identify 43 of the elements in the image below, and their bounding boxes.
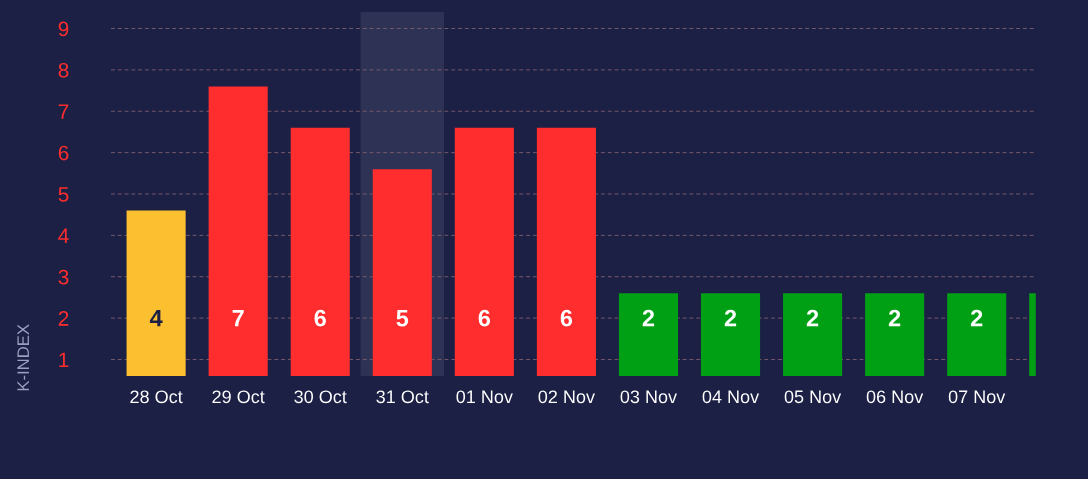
data-label: 2 [970,309,983,327]
x-tick-label: 07 Nov [948,390,1006,404]
data-label: 7 [232,310,244,327]
data-label: 5 [396,310,409,327]
y-tick-label: 3 [58,269,69,285]
y-tick-label: 4 [58,228,69,243]
x-tick-label: 01 Nov [456,390,513,404]
x-tick-label: 03 Nov [620,390,677,404]
x-tick-label: 02 Nov [538,390,595,404]
data-label: 6 [314,309,326,327]
bar [700,293,761,377]
x-tick-label: 31 Oct [376,390,429,404]
y-tick-label: 8 [58,62,69,78]
y-tick-label: 1 [59,352,69,368]
x-tick-label: 04 Nov [702,390,760,404]
bar [208,86,268,377]
bar [618,293,678,377]
x-tick-label: 05 Nov [784,390,842,404]
bar [536,127,596,377]
y-tick-label: 7 [58,104,69,119]
y-tick-label: 2 [58,311,69,326]
bar [372,169,432,377]
bar [947,293,1007,377]
data-label: 2 [806,309,819,327]
y-tick-label: 6 [58,145,69,161]
x-tick-label: 06 Nov [866,390,924,404]
bar [865,293,925,377]
data-label: 2 [724,309,737,327]
bar [126,210,186,377]
x-tick-label: 29 Oct [212,390,265,404]
y-tick-label: 5 [58,187,69,202]
data-label: 2 [888,309,901,327]
y-axis-title: K-INDEX [17,324,29,391]
y-tick-label: 9 [58,21,69,37]
data-label: 2 [642,309,655,327]
x-tick-label: 30 Oct [294,390,347,404]
data-label: 6 [478,309,491,327]
data-label: 6 [560,309,573,327]
data-label: 4 [149,310,163,327]
x-tick-label: 28 Oct [130,390,183,404]
bar [290,127,350,377]
bar [454,127,514,377]
bar [783,293,843,377]
